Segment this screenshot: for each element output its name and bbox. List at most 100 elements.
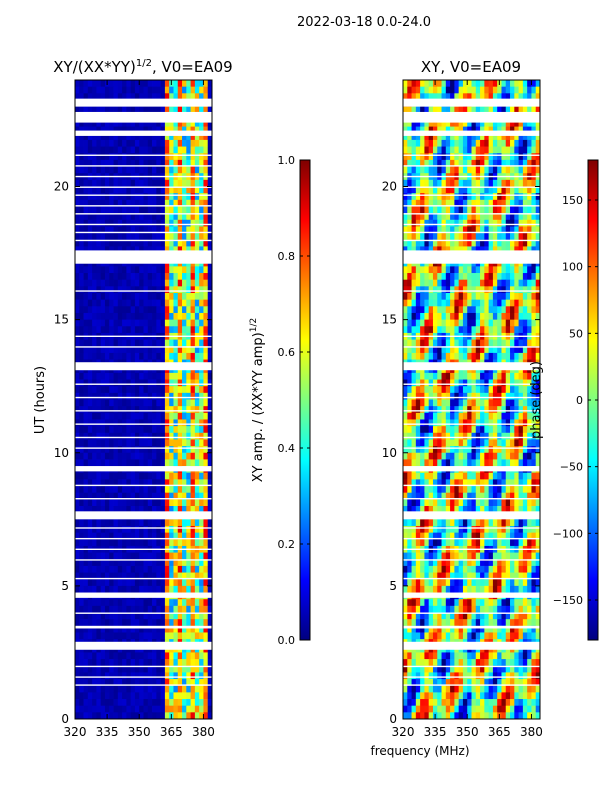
heatmap-cell bbox=[194, 406, 200, 414]
heatmap-cell bbox=[424, 379, 430, 387]
heatmap-cell bbox=[75, 506, 80, 514]
heatmap-cell bbox=[173, 652, 179, 660]
heatmap-cell bbox=[445, 352, 451, 360]
heatmap-cell bbox=[199, 119, 204, 127]
heatmap-cell bbox=[100, 226, 106, 234]
heatmap-cell bbox=[92, 133, 97, 141]
heatmap-cell bbox=[87, 392, 93, 400]
heatmap-cell bbox=[480, 299, 485, 307]
heatmap-cell bbox=[169, 452, 174, 460]
heatmap-cell bbox=[488, 273, 494, 281]
heatmap-cell bbox=[441, 146, 447, 154]
heatmap-cell bbox=[437, 319, 442, 327]
heatmap-cell bbox=[441, 392, 447, 400]
heatmap-cell bbox=[411, 226, 417, 234]
heatmap-cell bbox=[492, 199, 498, 207]
heatmap-cell bbox=[109, 479, 114, 487]
heatmap-cell bbox=[130, 213, 136, 221]
heatmap-cell bbox=[143, 446, 149, 454]
heatmap-cell bbox=[480, 93, 485, 101]
heatmap-cell bbox=[113, 705, 119, 713]
heatmap-cell bbox=[462, 213, 468, 221]
heatmap-cell bbox=[441, 159, 447, 167]
heatmap-cell bbox=[109, 153, 114, 161]
heatmap-cell bbox=[462, 266, 468, 274]
heatmap-cell bbox=[126, 119, 132, 127]
heatmap-cell bbox=[104, 539, 110, 547]
heatmap-cell bbox=[203, 406, 209, 414]
heatmap-cell bbox=[199, 572, 204, 580]
heatmap-cell bbox=[475, 299, 481, 307]
heatmap-cell bbox=[199, 246, 204, 254]
heatmap-cell bbox=[139, 86, 144, 94]
heatmap-cell bbox=[134, 106, 140, 114]
heatmap-cell bbox=[497, 452, 502, 460]
heatmap-cell bbox=[531, 379, 537, 387]
heatmap-cell bbox=[113, 299, 119, 307]
heatmap-cell bbox=[96, 226, 102, 234]
data-gap-line bbox=[75, 537, 212, 540]
heatmap-cell bbox=[441, 312, 447, 321]
heatmap-cell bbox=[87, 412, 93, 420]
heatmap-cell bbox=[510, 293, 515, 301]
heatmap-cell bbox=[445, 319, 451, 327]
heatmap-cell bbox=[527, 266, 532, 274]
heatmap-cell bbox=[462, 133, 468, 141]
heatmap-cell bbox=[497, 206, 502, 214]
heatmap-cell bbox=[403, 312, 408, 321]
heatmap-cell bbox=[122, 299, 127, 307]
heatmap-cell bbox=[471, 133, 477, 141]
heatmap-cell bbox=[501, 246, 507, 254]
heatmap-cell bbox=[531, 93, 537, 101]
heatmap-cell bbox=[424, 146, 430, 154]
heatmap-cell bbox=[424, 239, 430, 247]
heatmap-cell bbox=[134, 352, 140, 360]
heatmap-cell bbox=[514, 126, 519, 134]
heatmap-cell bbox=[100, 213, 106, 221]
heatmap-cell bbox=[527, 126, 532, 134]
heatmap-cell bbox=[207, 346, 213, 354]
heatmap-cell bbox=[437, 452, 442, 460]
heatmap-cell bbox=[152, 426, 157, 434]
heatmap-cell bbox=[420, 146, 425, 154]
heatmap-cell bbox=[143, 705, 149, 713]
heatmap-cell bbox=[100, 239, 106, 247]
heatmap-cell bbox=[484, 86, 490, 94]
heatmap-cell bbox=[92, 672, 97, 680]
heatmap-cell bbox=[147, 479, 153, 487]
heatmap-cell bbox=[164, 692, 170, 700]
heatmap-cell bbox=[92, 386, 97, 394]
heatmap-cell bbox=[113, 319, 119, 327]
heatmap-cell bbox=[531, 159, 537, 167]
heatmap-cell bbox=[407, 133, 412, 141]
heatmap-cell bbox=[420, 326, 425, 334]
heatmap-cell bbox=[169, 319, 174, 327]
heatmap-cell bbox=[117, 559, 123, 567]
heatmap-cell bbox=[122, 386, 127, 394]
heatmap-cell bbox=[441, 339, 447, 347]
heatmap-cell bbox=[514, 226, 519, 234]
heatmap-cell bbox=[199, 692, 204, 700]
heatmap-cell bbox=[497, 126, 502, 134]
heatmap-cell bbox=[518, 279, 524, 287]
heatmap-cell bbox=[92, 399, 97, 407]
heatmap-cell bbox=[492, 352, 498, 360]
heatmap-cell bbox=[92, 439, 97, 447]
heatmap-cell bbox=[432, 339, 438, 347]
heatmap-cell bbox=[152, 625, 157, 633]
heatmap-cell bbox=[126, 206, 132, 214]
heatmap-cell bbox=[113, 652, 119, 660]
heatmap-cell bbox=[462, 312, 468, 321]
heatmap-cell bbox=[527, 166, 532, 174]
heatmap-cell bbox=[207, 486, 213, 494]
heatmap-cell bbox=[518, 166, 524, 174]
heatmap-cell bbox=[100, 106, 106, 114]
heatmap-cell bbox=[203, 472, 209, 480]
left-colorbar-label: XY amp. / (XX*YY amp)1/2 bbox=[249, 318, 266, 482]
heatmap-cell bbox=[471, 166, 477, 174]
heatmap-cell bbox=[420, 93, 425, 101]
heatmap-cell bbox=[117, 572, 123, 580]
heatmap-cell bbox=[514, 372, 519, 380]
heatmap-cell bbox=[518, 159, 524, 167]
